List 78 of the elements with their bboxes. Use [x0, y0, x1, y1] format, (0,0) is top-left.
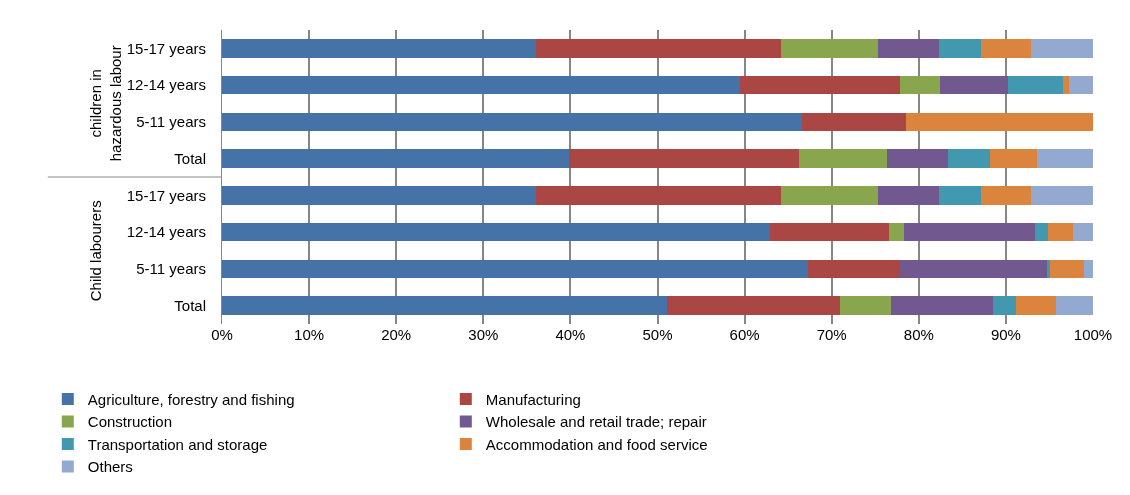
bar: [889, 222, 904, 242]
legend-label: Others: [87, 458, 133, 476]
legend-label: Construction: [87, 413, 173, 431]
legend-label: Accommodation and food service: [485, 435, 708, 453]
x-tick-label: 80%: [903, 326, 934, 343]
y-tick-label: 12-14 years: [126, 223, 206, 241]
bar: [980, 39, 1032, 58]
bar: [1007, 75, 1064, 95]
bar: [222, 259, 809, 279]
x-tick-label: 90%: [990, 326, 1021, 343]
bar: [222, 149, 569, 168]
legend-label: Wholesale and retail trade; repair: [485, 413, 707, 431]
bar: [536, 39, 782, 58]
bar: [222, 39, 537, 58]
bar: [802, 112, 906, 132]
bar: [808, 259, 900, 279]
x-tick-label: 60%: [729, 326, 760, 343]
bar: [222, 75, 741, 95]
bar: [1031, 39, 1093, 58]
bar: [899, 259, 1047, 279]
bar: [840, 296, 891, 315]
bar: [1037, 149, 1093, 168]
bar: [1072, 222, 1093, 242]
bar: [905, 112, 1093, 132]
bar: [781, 186, 878, 205]
bar: [890, 296, 993, 315]
y-tick-label: Total: [174, 149, 206, 167]
bar: [1084, 259, 1093, 279]
bar: [877, 39, 939, 58]
x-tick-label: 10%: [294, 326, 325, 343]
legend-label: Transportation and storage: [87, 435, 268, 453]
bar: [769, 222, 890, 242]
text: Child labourers: [87, 200, 105, 302]
y-tick-label: 15-17 years: [126, 186, 206, 204]
y-tick-label: 5-11 years: [136, 260, 206, 278]
bar: [222, 112, 803, 132]
x-tick-label: 40%: [555, 326, 586, 343]
bar: [903, 222, 1035, 242]
bar: [536, 186, 782, 205]
bar: [667, 296, 841, 315]
bar: [222, 222, 770, 242]
bar: [568, 149, 800, 168]
bar: [938, 186, 981, 205]
bar: [222, 296, 668, 315]
bar: [222, 186, 537, 205]
bar: [1063, 75, 1070, 95]
bar: [990, 149, 1038, 168]
y-tick-label: 12-14 years: [126, 76, 206, 94]
x-tick-label: 20%: [381, 326, 412, 343]
legend-label: Manufacturing: [485, 390, 581, 408]
bar: [799, 149, 887, 168]
bar: [1050, 259, 1085, 279]
bar: [781, 39, 878, 58]
bar: [877, 186, 939, 205]
x-tick-label: 100%: [1073, 326, 1113, 343]
bar: [1069, 75, 1093, 95]
bar: [886, 149, 948, 168]
bar: [1016, 296, 1056, 315]
bar: [899, 75, 940, 95]
bar: [980, 186, 1032, 205]
x-tick-label: 30%: [468, 326, 499, 343]
x-tick-label: 70%: [816, 326, 847, 343]
y-tick-label: 15-17 years: [126, 39, 206, 57]
text: children in hazardous labour: [87, 45, 124, 162]
bar: [939, 75, 1008, 95]
x-tick-label: 50%: [642, 326, 673, 343]
bar: [1055, 296, 1093, 315]
bar: [740, 75, 900, 95]
bar: [947, 149, 991, 168]
bar: [938, 39, 981, 58]
bar: [1034, 222, 1048, 242]
x-tick-label: 0%: [211, 326, 233, 343]
legend-label: Agriculture, forestry and fishing: [87, 390, 295, 408]
bar: [992, 296, 1017, 315]
y-tick-label: 5-11 years: [136, 113, 206, 131]
y-tick-label: Total: [174, 296, 206, 314]
bar: [1031, 186, 1093, 205]
bar: [1047, 222, 1073, 242]
